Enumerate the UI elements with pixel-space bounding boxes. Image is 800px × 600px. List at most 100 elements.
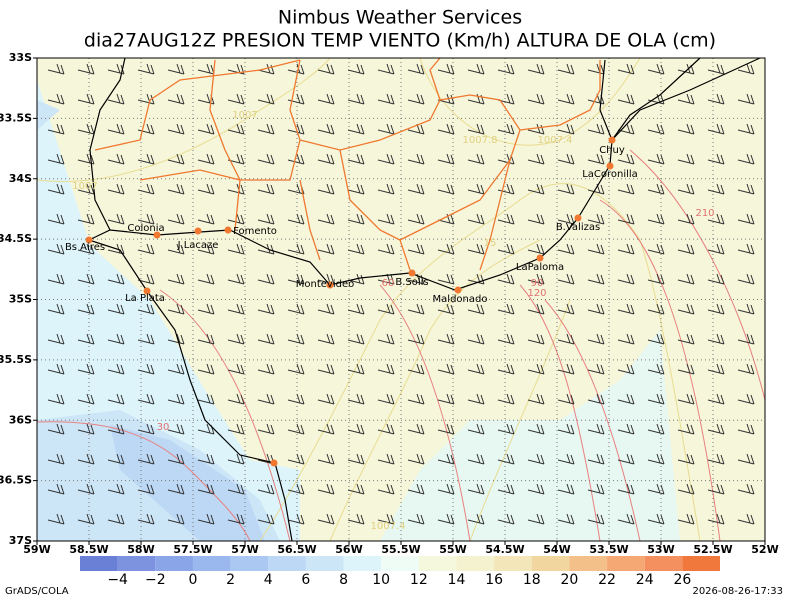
- colorbar-label: 16: [485, 572, 503, 588]
- wind-barb: [617, 483, 635, 495]
- wind-barb: [107, 513, 125, 525]
- wind-barb: [377, 123, 395, 135]
- wind-barb: [347, 213, 365, 225]
- wind-barb: [707, 363, 725, 375]
- wind-barb: [557, 363, 575, 375]
- colorbar-box: [117, 556, 156, 571]
- colorbar-label: 22: [598, 572, 616, 588]
- wind-barb: [737, 63, 755, 75]
- colorbar-box: [418, 556, 457, 571]
- wind-barb: [707, 273, 725, 285]
- lat-label: 33S: [9, 51, 32, 64]
- lon-label: 58W: [127, 543, 154, 556]
- wind-barb: [497, 423, 515, 435]
- wind-barb: [77, 303, 95, 315]
- colorbar-label: 14: [448, 572, 466, 588]
- colorbar-label: 24: [636, 572, 654, 588]
- wind-barb: [197, 393, 215, 405]
- wind-barb: [707, 63, 725, 75]
- wind-barb: [737, 213, 755, 225]
- wind-barb: [527, 93, 545, 105]
- wind-barb: [167, 393, 185, 405]
- lon-label: 52W: [751, 543, 778, 556]
- wind-barb: [467, 153, 485, 165]
- colorbar-label: 4: [264, 572, 273, 588]
- wind-barb: [557, 393, 575, 405]
- wind-barb: [587, 363, 605, 375]
- wind-barb: [257, 273, 275, 285]
- wind-barb: [737, 363, 755, 375]
- subtitle: dia27AUG12Z PRESION TEMP VIENTO (Km/h) A…: [84, 30, 716, 52]
- wind-barb: [197, 213, 215, 225]
- wind-barb: [497, 363, 515, 375]
- borders: [94, 57, 601, 271]
- wind-barb: [347, 243, 365, 255]
- wind-barb: [347, 123, 365, 135]
- wind-barb: [317, 153, 335, 165]
- lat-label: 36S: [9, 413, 32, 426]
- wind-barb: [707, 423, 725, 435]
- wind-barb: [407, 423, 425, 435]
- wind-barb: [677, 423, 695, 435]
- contour-label: 1007.8: [463, 135, 498, 146]
- wind-barb: [617, 63, 635, 75]
- wind-barb: [527, 453, 545, 465]
- city-marker: [536, 254, 544, 262]
- wind-barb: [437, 63, 455, 75]
- wind-barb: [167, 513, 185, 525]
- wind-barb: [107, 273, 125, 285]
- wind-barb: [437, 453, 455, 465]
- wind-barb: [317, 453, 335, 465]
- colorbar-box: [155, 556, 193, 571]
- city-marker: [143, 287, 151, 295]
- wind-barb: [287, 453, 305, 465]
- wind-barb: [677, 453, 695, 465]
- wind-barb: [497, 123, 515, 135]
- wind-barb: [377, 423, 395, 435]
- wind-barb: [527, 123, 545, 135]
- colorbar-label: 26: [673, 572, 691, 588]
- lat-label: 35S: [9, 293, 32, 306]
- city-marker: [85, 236, 93, 244]
- wind-barb: [647, 453, 665, 465]
- wind-barb: [317, 423, 335, 435]
- city-label: J.Lacaze: [177, 240, 219, 251]
- wind-barb: [677, 183, 695, 195]
- wind-barb: [647, 273, 665, 285]
- wind-barb: [437, 303, 455, 315]
- wind-barb: [557, 183, 575, 195]
- wind-barb: [647, 513, 665, 525]
- wind-barb: [437, 483, 455, 495]
- city-label: B.Valizas: [556, 222, 600, 233]
- wind-barb: [77, 483, 95, 495]
- wind-barb: [467, 243, 485, 255]
- wind-barb: [257, 183, 275, 195]
- wind-barb: [407, 363, 425, 375]
- wind-barb: [707, 513, 725, 525]
- wind-barb: [167, 483, 185, 495]
- wind-barb: [257, 483, 275, 495]
- wind-barb: [257, 333, 275, 345]
- wind-barb: [47, 93, 65, 105]
- colorbar-label: 0: [188, 572, 197, 588]
- wind-barb: [287, 93, 305, 105]
- wind-barb: [257, 93, 275, 105]
- wind-barb: [527, 333, 545, 345]
- wind-barb: [197, 303, 215, 315]
- lon-label: 57W: [231, 543, 258, 556]
- wind-barb: [467, 423, 485, 435]
- wind-barb: [467, 303, 485, 315]
- wind-barb: [617, 153, 635, 165]
- wind-barb: [587, 513, 605, 525]
- colorbar-box: [569, 556, 608, 571]
- wind-barb: [737, 243, 755, 255]
- wind-barb: [167, 153, 185, 165]
- lon-label: 56.5W: [277, 543, 316, 556]
- wind-barb: [407, 303, 425, 315]
- wind-barb: [647, 183, 665, 195]
- wind-barb: [407, 453, 425, 465]
- wind-barb: [257, 363, 275, 375]
- wind-barb: [557, 273, 575, 285]
- wind-barb: [587, 423, 605, 435]
